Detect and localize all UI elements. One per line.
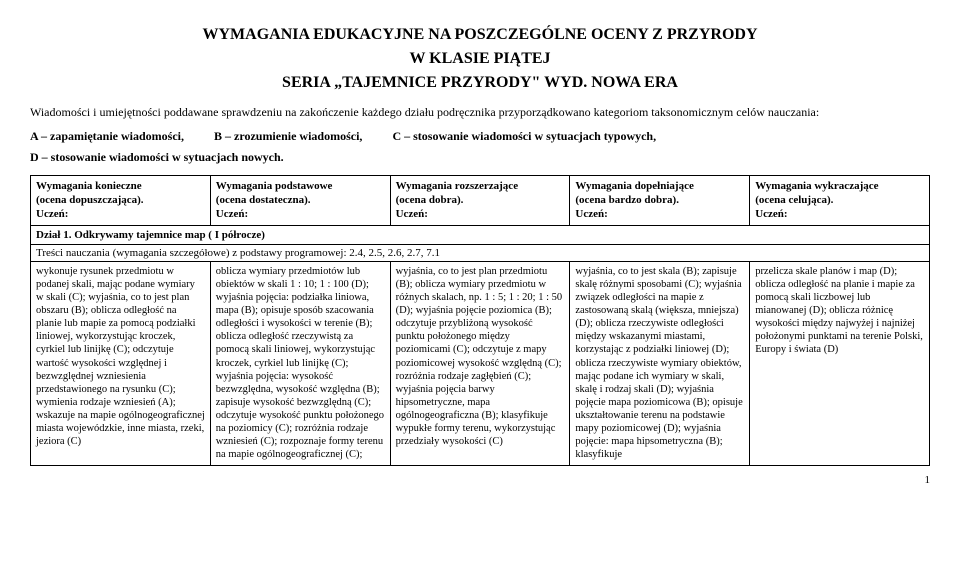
section-title: Dział 1. Odkrywamy tajemnice map ( I pół… <box>31 225 930 244</box>
table-body-row: wykonuje rysunek przedmiotu w podanej sk… <box>31 261 930 465</box>
header-dopelniajace: Wymagania dopełniające (ocena bardzo dob… <box>570 175 750 225</box>
header-podstawowe: Wymagania podstawowe (ocena dostateczna)… <box>210 175 390 225</box>
legend-c: C – stosowanie wiadomości w sytuacjach t… <box>392 129 656 144</box>
header-konieczne: Wymagania konieczne (ocena dopuszczająca… <box>31 175 211 225</box>
intro-text: Wiadomości i umiejętności poddawane spra… <box>30 104 930 121</box>
subsection-text: Treści nauczania (wymagania szczegółowe)… <box>31 244 930 261</box>
section-row: Dział 1. Odkrywamy tajemnice map ( I pół… <box>31 225 930 244</box>
legend-b: B – zrozumienie wiadomości, <box>214 129 362 144</box>
table-header-row: Wymagania konieczne (ocena dopuszczająca… <box>31 175 930 225</box>
title-line-2: W KLASIE PIĄTEJ <box>30 50 930 68</box>
legend-a: A – zapamiętanie wiadomości, <box>30 129 184 144</box>
subsection-row: Treści nauczania (wymagania szczegółowe)… <box>31 244 930 261</box>
cell-wykraczajace: przelicza skale planów i map (D); oblicz… <box>750 261 930 465</box>
cell-podstawowe: oblicza wymiary przedmiotów lub obiektów… <box>210 261 390 465</box>
cell-konieczne: wykonuje rysunek przedmiotu w podanej sk… <box>31 261 211 465</box>
title-line-1: WYMAGANIA EDUKACYJNE NA POSZCZEGÓLNE OCE… <box>30 26 930 44</box>
header-rozszerzajace: Wymagania rozszerzające (ocena dobra). U… <box>390 175 570 225</box>
cell-rozszerzajace: wyjaśnia, co to jest plan przedmiotu (B)… <box>390 261 570 465</box>
requirements-table: Wymagania konieczne (ocena dopuszczająca… <box>30 175 930 466</box>
page-number: 1 <box>30 474 930 486</box>
title-line-3: SERIA „TAJEMNICE PRZYRODY" WYD. NOWA ERA <box>30 74 930 92</box>
legend-d: D – stosowanie wiadomości w sytuacjach n… <box>30 150 930 165</box>
header-wykraczajace: Wymagania wykraczające (ocena celująca).… <box>750 175 930 225</box>
cell-dopelniajace: wyjaśnia, co to jest skala (B); zapisuje… <box>570 261 750 465</box>
legend-row: A – zapamiętanie wiadomości, B – zrozumi… <box>30 129 930 144</box>
